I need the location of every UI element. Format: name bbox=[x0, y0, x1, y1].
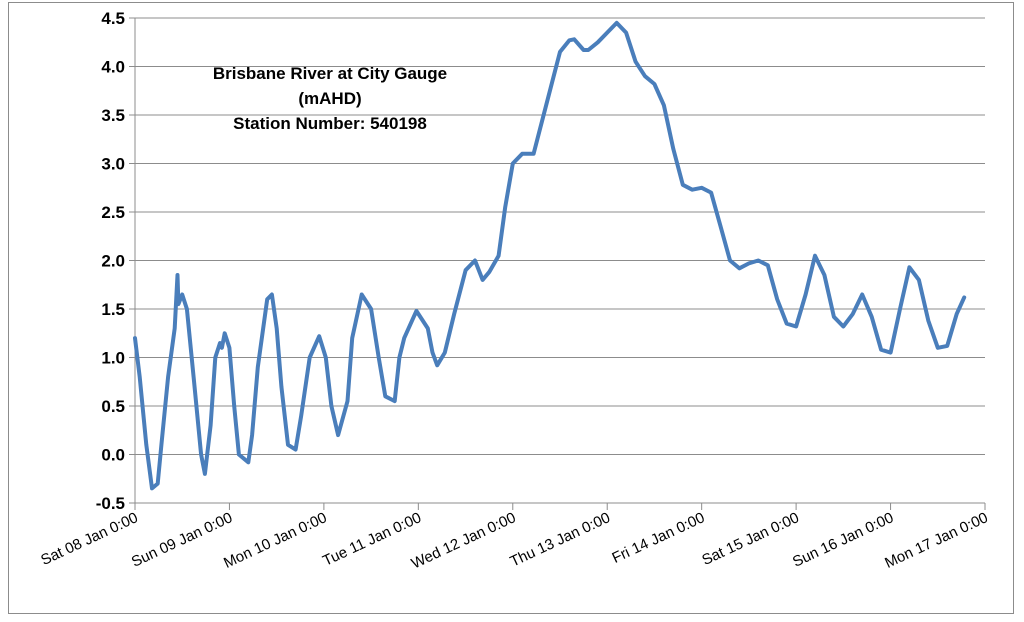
x-tick-label: Tue 11 Jan 0:00 bbox=[320, 509, 424, 570]
x-tick-label: Wed 12 Jan 0:00 bbox=[409, 509, 519, 572]
x-tick-label: Thu 13 Jan 0:00 bbox=[507, 509, 612, 570]
y-tick-label: 0.5 bbox=[101, 397, 125, 416]
chart-title-line-3: Station Number: 540198 bbox=[233, 114, 427, 133]
series-group bbox=[133, 20, 967, 491]
gridlines bbox=[135, 17, 985, 455]
x-tick-label: Mon 10 Jan 0:00 bbox=[221, 509, 329, 572]
y-tick-label: 0.0 bbox=[101, 446, 125, 465]
x-tick-label: Sun 16 Jan 0:00 bbox=[790, 509, 896, 571]
y-tick-label: 2.5 bbox=[101, 203, 125, 222]
x-tick-label: Sat 15 Jan 0:00 bbox=[699, 509, 801, 569]
y-axis-ticks: -0.5 0.0 0.5 1.0 1.5 2.0 2.5 3.0 3.5 4.0 4.5 bbox=[96, 9, 135, 513]
chart-title: Brisbane River at City Gauge (mAHD) Stat… bbox=[213, 64, 447, 133]
x-tick-label: Fri 14 Jan 0:00 bbox=[609, 509, 707, 567]
y-tick-label: 1.5 bbox=[101, 300, 125, 319]
series-line bbox=[133, 20, 967, 491]
chart-title-line-2: (mAHD) bbox=[298, 89, 361, 108]
x-tick-label: Sat 08 Jan 0:00 bbox=[38, 509, 140, 569]
y-tick-label: 3.5 bbox=[101, 106, 125, 125]
y-tick-label: 1.0 bbox=[101, 349, 125, 368]
y-tick-label: 4.0 bbox=[101, 58, 125, 77]
chart-title-line-1: Brisbane River at City Gauge bbox=[213, 64, 447, 83]
y-tick-label: 3.0 bbox=[101, 155, 125, 174]
x-tick-label: Sun 09 Jan 0:00 bbox=[129, 509, 235, 571]
x-tick-label: Mon 17 Jan 0:00 bbox=[882, 509, 990, 572]
y-tick-label: -0.5 bbox=[96, 494, 125, 513]
y-tick-label: 4.5 bbox=[101, 9, 125, 28]
y-tick-label: 2.0 bbox=[101, 252, 125, 271]
